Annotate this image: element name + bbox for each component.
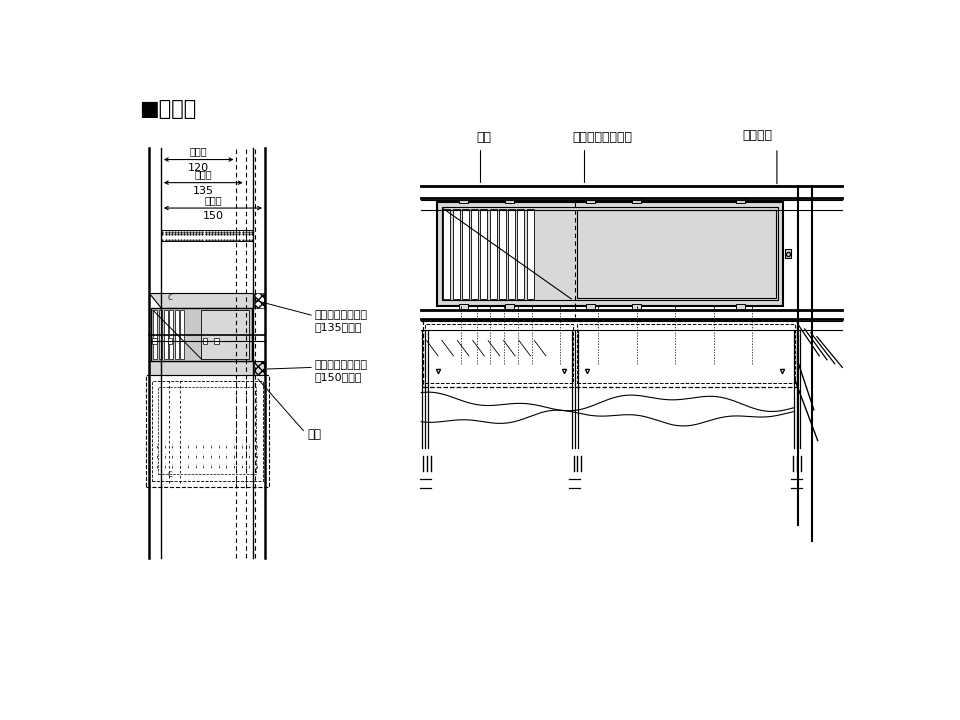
Bar [175,310,179,359]
Text: ℂ: ℂ [168,295,173,301]
Bar [578,324,795,383]
Bar [471,209,478,299]
Text: ℂ: ℂ [168,472,173,478]
Text: 基礎天端: 基礎天端 [742,129,772,142]
Bar [154,310,157,359]
Text: 150: 150 [203,211,224,221]
Bar [736,198,745,204]
Bar [168,338,173,344]
Bar [425,324,573,383]
Text: 基礎幅: 基礎幅 [204,195,222,205]
Bar [202,310,250,359]
Bar [459,305,468,310]
Bar [180,310,184,359]
Bar [736,305,745,310]
Text: 135: 135 [193,186,214,196]
Bar [632,305,641,310]
Bar [462,209,468,299]
Polygon shape [150,293,253,308]
Bar [254,293,264,308]
Bar [442,207,778,300]
Bar [169,310,173,359]
Bar [480,209,488,299]
Polygon shape [150,361,265,375]
Text: 基礎幅: 基礎幅 [195,170,212,179]
Bar [158,310,162,359]
Bar [422,320,797,387]
Bar [254,361,264,375]
Bar [214,338,219,344]
Bar [151,308,252,361]
Bar [505,198,515,204]
Text: 基礎幅: 基礎幅 [190,146,207,156]
Bar [164,310,168,359]
Bar [586,305,595,310]
Bar [437,202,783,306]
Text: 床下換気ボックス: 床下換気ボックス [573,131,633,182]
Bar [517,209,524,299]
Bar [459,198,468,204]
Bar [784,249,791,258]
Bar [444,209,450,299]
Bar [632,198,641,204]
Bar [203,338,207,344]
Bar [153,338,157,344]
Text: 型枠: 型枠 [307,428,322,441]
Text: 120: 120 [188,163,209,173]
Bar [146,375,269,487]
Text: スチロールパット
（150幅用）: スチロールパット （150幅用） [315,360,368,382]
Bar [152,382,262,481]
Text: スチロールパット
（135幅用）: スチロールパット （135幅用） [315,310,368,333]
Bar [505,305,515,310]
Bar [578,210,776,298]
Bar [499,209,506,299]
Bar [490,209,496,299]
Text: ■取付図: ■取付図 [139,99,197,120]
Bar [586,198,595,204]
Bar [508,209,516,299]
Bar [157,387,256,474]
Bar [453,209,460,299]
Text: 鉄筋: 鉄筋 [477,131,492,182]
Bar [527,209,534,299]
